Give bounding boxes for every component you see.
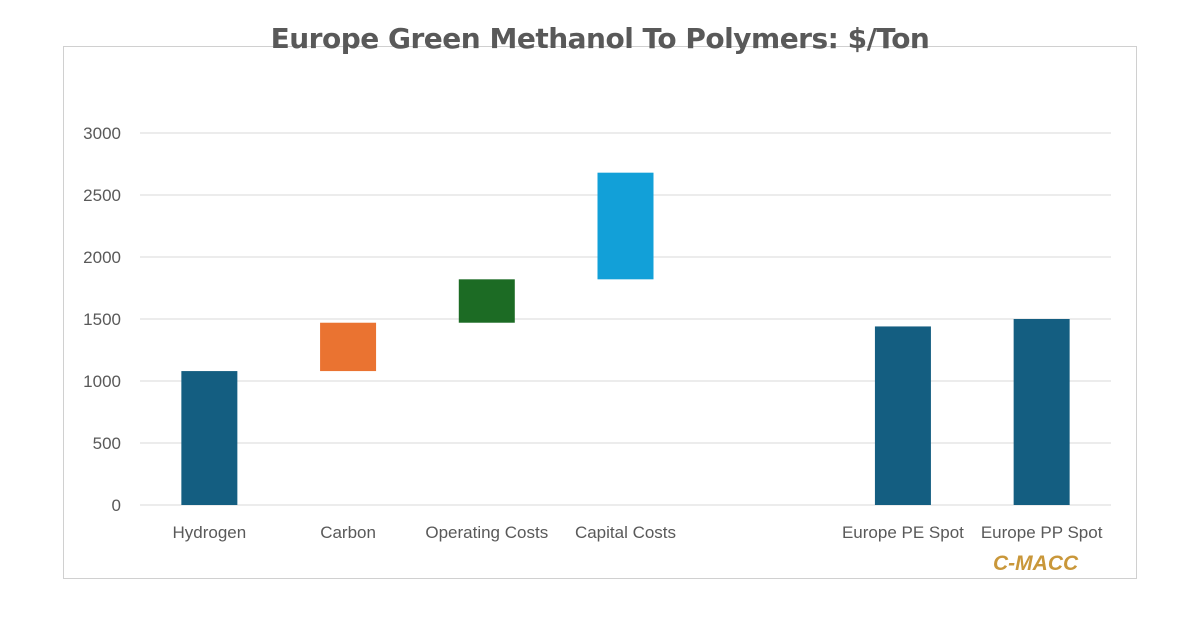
x-category-label: Capital Costs [575,523,676,542]
bar-capital-costs [597,172,654,280]
y-tick-label: 1000 [83,372,121,391]
bar-europe-pe-spot [874,326,931,505]
chart-frame [63,46,1137,579]
y-tick-label: 0 [112,496,121,515]
x-category-label: Europe PP Spot [981,523,1103,542]
y-tick-label: 2500 [83,186,121,205]
bar-operating-costs [458,279,515,323]
chart-title: Europe Green Methanol To Polymers: $/Ton [270,22,930,55]
bar-hydrogen [181,371,238,505]
bar-carbon [320,322,377,372]
y-axis-ticks: 0 500 1000 1500 2000 2500 3000 [83,124,121,515]
x-category-label: Europe PE Spot [842,523,964,542]
y-tick-label: 500 [93,434,121,453]
watermark-logo: C-MACC [993,552,1079,575]
x-category-label: Hydrogen [172,523,246,542]
y-tick-label: 1500 [83,310,121,329]
x-axis-labels: Hydrogen Carbon Operating Costs Capital Cos… [172,523,1102,542]
x-category-label: Carbon [320,523,376,542]
bars [181,172,1070,505]
x-category-label: Operating Costs [425,523,548,542]
bar-europe-pp-spot [1013,319,1070,505]
y-tick-label: 2000 [83,248,121,267]
y-tick-label: 3000 [83,124,121,143]
